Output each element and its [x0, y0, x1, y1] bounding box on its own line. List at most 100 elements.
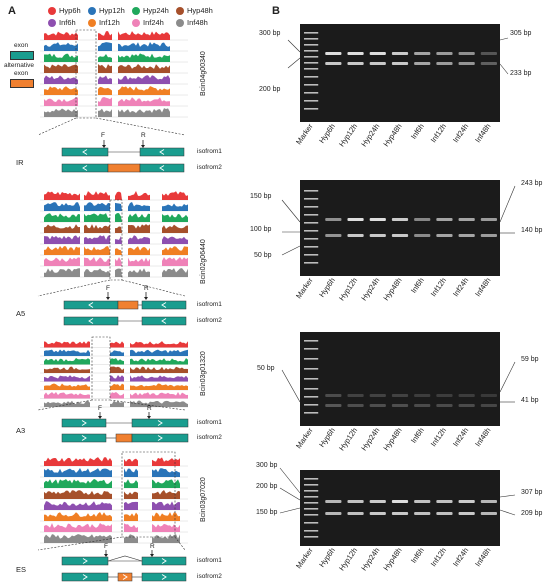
gel-band-lower: [347, 234, 364, 237]
gel-band-lower: [458, 234, 475, 237]
alt-exon-key-label-1: alternative: [4, 62, 34, 69]
isoform-label-es-2: isofrom2: [197, 573, 222, 580]
coverage-track: [110, 358, 124, 365]
gel-lane-label: Inf6h: [409, 546, 426, 565]
ladder-band: [304, 530, 319, 532]
gel-band-lower: [369, 404, 386, 407]
coverage-track: [124, 458, 138, 466]
exon-block: [131, 418, 189, 428]
primer-r-es: R: [150, 543, 155, 550]
coverage-track: [110, 392, 124, 399]
coverage-track: [115, 213, 122, 222]
coverage-track: [162, 246, 188, 255]
gel-lane-label: Inf12h: [429, 122, 448, 144]
coverage-track: [162, 191, 188, 200]
coverage-track: [84, 268, 110, 277]
strand-chevron: [88, 302, 94, 308]
gel-band-upper: [436, 52, 453, 55]
strand-chevron: [161, 574, 167, 580]
coverage-track: [124, 512, 138, 521]
exon-block: [139, 147, 185, 157]
ladder-band: [304, 396, 319, 398]
primer-f-a5: F: [106, 285, 110, 292]
coverage-track: [115, 248, 122, 255]
gel-lane-label: Hyp12h: [337, 546, 359, 572]
gel-lane-label: Hyp48h: [381, 122, 403, 148]
coverage-track: [98, 97, 112, 106]
coverage-track: [110, 341, 124, 348]
ladder-pointer: [279, 467, 301, 494]
primer-arrow-head: [144, 297, 148, 300]
zoom-line: [174, 536, 186, 551]
ladder-band: [304, 490, 319, 492]
coverage-track: [115, 191, 122, 200]
gel-band-lower: [458, 404, 475, 407]
gel-band-lower: [414, 512, 431, 515]
band-label: 59 bp: [521, 356, 539, 363]
exon-block: [131, 433, 189, 443]
gel-band-upper: [325, 394, 342, 397]
coverage-track: [128, 191, 150, 200]
ladder-pointer: [281, 245, 301, 256]
ladder-label: 100 bp: [250, 226, 272, 233]
gel-band-lower: [480, 404, 497, 407]
gel-band-upper: [480, 218, 497, 221]
coverage-track: [44, 479, 112, 488]
coverage-track: [118, 64, 170, 73]
ladder-band: [304, 190, 319, 192]
strand-chevron: [82, 165, 88, 171]
ladder-band: [304, 84, 319, 86]
band-label: 41 bp: [521, 397, 539, 404]
ladder-band: [304, 340, 319, 342]
event-label-a3: A3: [16, 426, 26, 435]
coverage-track: [152, 457, 180, 466]
ladder-band: [304, 508, 319, 510]
gel-lane-label: Marker: [294, 426, 315, 451]
gel-band-upper: [325, 500, 342, 503]
coverage-track: [44, 202, 80, 211]
gel-band-upper: [369, 500, 386, 503]
gel-band-upper: [369, 52, 386, 55]
coverage-track: [124, 491, 138, 499]
gel-lane-label: Inf48h: [473, 276, 492, 298]
coverage-track: [44, 75, 78, 84]
legend-item-inf48h: Inf48h: [176, 18, 208, 27]
coverage-track: [44, 224, 80, 233]
coverage-track: [44, 108, 78, 117]
alt-exon-key-label-2: exon: [14, 70, 29, 77]
gel-band-upper: [458, 394, 475, 397]
gel-image: [300, 470, 500, 546]
ladder-band: [304, 348, 319, 350]
gel-band-lower: [325, 404, 342, 407]
zoom-line: [37, 279, 111, 297]
isoform-label-a5-1: isofrom1: [197, 301, 222, 308]
coverage-track: [44, 268, 80, 277]
coverage-track: [152, 468, 180, 477]
legend-dot: [88, 18, 96, 27]
coverage-track: [98, 108, 112, 117]
strand-chevron: [82, 574, 88, 580]
coverage-track: [44, 490, 112, 499]
legend-item-hyp48h: Hyp48h: [176, 6, 213, 15]
zoom-line: [37, 536, 123, 551]
gel-lane-label: Inf24h: [451, 426, 470, 448]
gel-band-upper: [347, 218, 364, 221]
gel-band-lower: [391, 404, 409, 407]
coverage-track: [110, 400, 124, 407]
band-pointer: [499, 185, 516, 223]
band-label: 233 bp: [510, 70, 532, 77]
coverage-track: [130, 375, 188, 382]
gel-lane-label: Hyp48h: [381, 426, 403, 452]
coverage-track: [98, 54, 112, 62]
legend-dot: [176, 6, 184, 15]
band-label: 140 bp: [521, 227, 543, 234]
coverage-track: [130, 392, 188, 399]
skip-junction: [107, 555, 143, 562]
zoom-line: [37, 399, 93, 411]
primer-arrow-head: [102, 145, 106, 148]
event-region-box: [121, 451, 176, 538]
legend-item-hyp6h: Hyp6h: [48, 6, 81, 15]
ladder-band: [304, 108, 319, 110]
coverage-track: [130, 400, 188, 407]
ladder-band: [304, 32, 319, 34]
